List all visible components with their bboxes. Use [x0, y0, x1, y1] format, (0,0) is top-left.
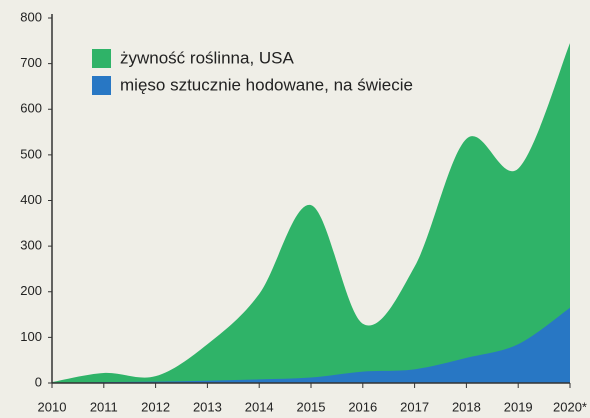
- y-tick-label: 200: [20, 283, 42, 298]
- x-tick-label: 2018: [452, 399, 481, 414]
- legend-label: żywność roślinna, USA: [120, 48, 295, 67]
- legend-label: mięso sztucznie hodowane, na świecie: [120, 75, 413, 94]
- y-tick-label: 100: [20, 329, 42, 344]
- x-tick-label: 2014: [245, 399, 274, 414]
- x-tick-label: 2010: [38, 399, 67, 414]
- legend: żywność roślinna, USA mięso sztucznie hod…: [92, 48, 413, 95]
- area: [52, 307, 570, 383]
- y-tick-label: 600: [20, 101, 42, 116]
- y-tick-label: 300: [20, 238, 42, 253]
- legend-swatch: [92, 76, 111, 95]
- y-tick-label: 800: [20, 9, 42, 24]
- x-tick-label: 2012: [141, 399, 170, 414]
- x-tick-label: 2019: [504, 399, 533, 414]
- legend-swatch: [92, 49, 111, 68]
- x-tick-label: 2013: [193, 399, 222, 414]
- x-tick-label: 2011: [90, 399, 118, 414]
- x-tick-label: 2017: [400, 399, 429, 414]
- y-tick-label: 700: [20, 55, 42, 70]
- x-tick-label: 2020*: [553, 399, 587, 414]
- y-tick-label: 0: [35, 374, 42, 389]
- x-tick-label: 2016: [348, 399, 377, 414]
- y-tick-label: 400: [20, 192, 42, 207]
- y-tick-label: 500: [20, 146, 42, 161]
- area: [52, 43, 570, 383]
- x-tick-label: 2015: [297, 399, 326, 414]
